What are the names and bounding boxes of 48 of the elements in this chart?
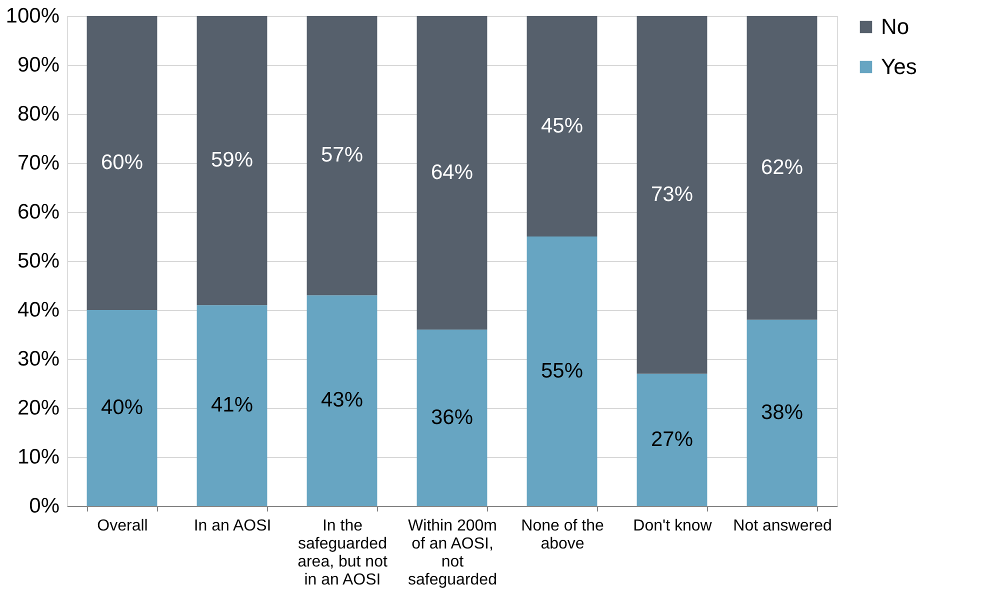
bar [636,16,708,374]
bar [306,16,378,296]
bar [196,305,268,506]
bar [306,295,378,506]
x-tick-label: None of the above [521,518,604,552]
x-tick-label: Within 200m of an AOSI, not safeguarded [408,518,497,588]
bar [526,236,598,506]
bar [416,16,488,330]
bar [636,374,708,506]
data-label: 73% [650,182,694,206]
data-label: 41% [210,394,254,417]
x-tick-label: Don't know [633,518,712,534]
bar [86,16,158,310]
data-label: 40% [100,396,144,419]
data-label: 62% [760,156,804,179]
legend-label: No [881,14,910,39]
y-tick-label: 100% [6,4,60,28]
data-label: 55% [540,359,584,382]
y-tick-label: 10% [17,446,60,468]
y-tick-label: 90% [17,54,60,76]
data-label: 43% [320,388,364,412]
data-label: 60% [100,151,144,174]
x-tick-label: In the safeguarded area, but not in an AOSI [298,518,388,588]
data-label: 59% [210,148,254,172]
y-tick-label: 80% [17,102,60,126]
x-tick-label: In an AOSI [194,518,272,534]
y-tick-label: 30% [17,348,60,370]
y-tick-label: 0% [29,494,60,518]
y-tick-label: 60% [17,200,60,224]
bar [196,16,268,306]
y-tick-label: 20% [17,396,60,420]
data-label: 27% [650,428,694,451]
data-label: 64% [430,160,474,184]
bar [526,16,598,236]
x-tick-label: Overall [97,518,148,534]
bar [86,310,158,506]
bar [746,320,818,506]
data-label: 38% [760,400,804,424]
data-label: 36% [430,406,474,429]
y-tick-label: 40% [17,298,60,322]
y-tick-label: 50% [17,250,60,272]
data-label: 57% [320,144,364,167]
y-tick-label: 70% [17,152,60,174]
legend-label: Yes [881,54,917,79]
x-tick-label: Not answered [733,518,832,534]
bar [746,16,818,320]
data-label: 45% [540,114,584,138]
bar [416,330,488,506]
